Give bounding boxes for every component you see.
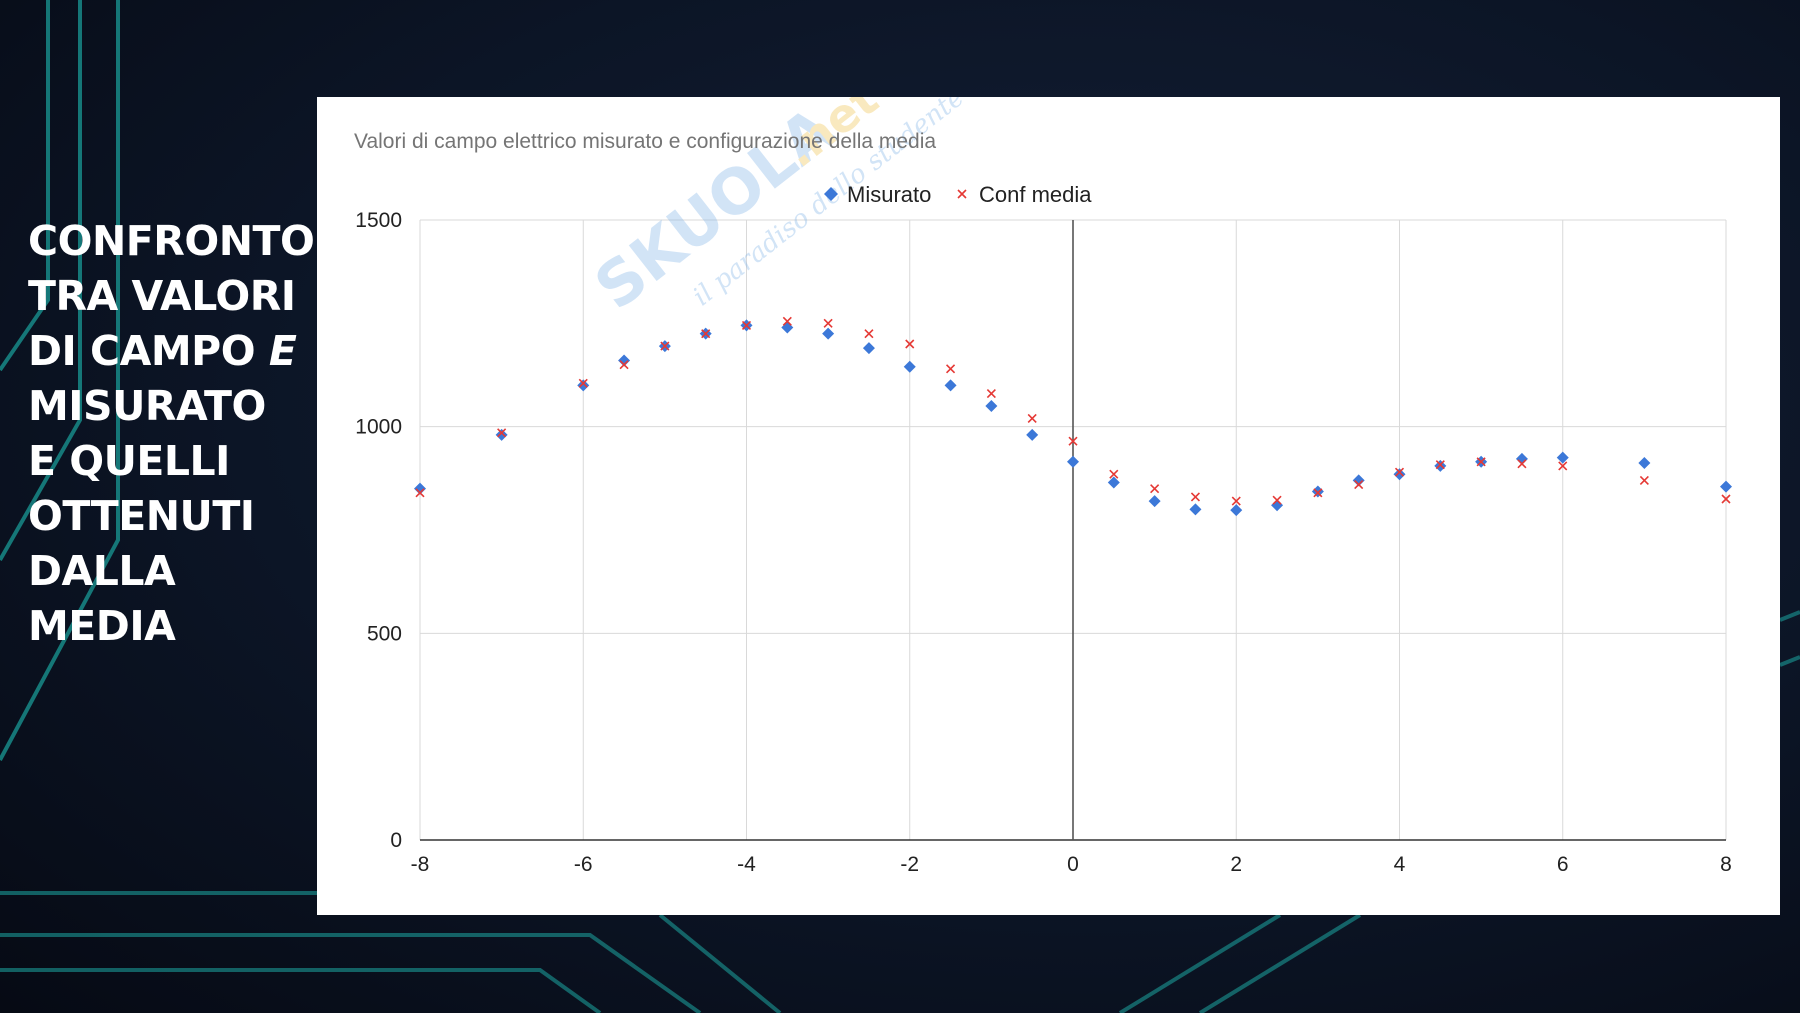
x-tick-label: 6: [1557, 853, 1569, 876]
scatter-chart: SKUOLA .net il paradiso dello studente 0…: [354, 97, 1732, 876]
conf-media-point: [1027, 413, 1037, 423]
conf-media-point: [1435, 460, 1445, 470]
conf-media-point: [701, 329, 711, 339]
x-tick-label: 2: [1230, 853, 1242, 876]
x-tick-label: -8: [411, 853, 430, 876]
misurato-point: [862, 342, 875, 355]
decor-line: [1198, 913, 1362, 1013]
slide-title-line: DI CAMPO E: [28, 327, 297, 375]
conf-media-point: [619, 360, 629, 370]
x-tick-label: 0: [1067, 853, 1079, 876]
slide-title-line: MISURATO: [28, 382, 266, 430]
slide-title-line: CONFRONTO: [28, 217, 315, 265]
slide-title-line: DALLA: [28, 547, 176, 595]
y-tick-label: 1500: [355, 209, 402, 232]
legend-cross: [957, 189, 967, 199]
slide-title-line: TRA VALORI: [28, 272, 296, 320]
decor-line: [0, 0, 50, 372]
decor-line: [658, 913, 782, 1013]
decor-line: [1779, 610, 1800, 622]
x-tick-label: -2: [900, 853, 919, 876]
slide-title: CONFRONTO TRA VALORI DI CAMPO E MISURATO…: [28, 214, 318, 654]
conf-media-point: [415, 488, 425, 498]
misurato-point: [1067, 455, 1079, 468]
conf-media-point: [1721, 494, 1731, 504]
decor-line: [1118, 913, 1282, 1013]
chart-title: Valori di campo elettrico misurato e con…: [354, 130, 936, 153]
misurato-point: [1148, 495, 1161, 508]
misurato-point: [822, 327, 835, 340]
misurato-point: [1393, 468, 1406, 481]
conf-media-point: [945, 364, 956, 374]
conf-media-point: [578, 378, 588, 388]
conf-media-point: [1558, 461, 1568, 471]
slide-title-line: OTTENUTI: [28, 492, 255, 540]
x-tick-label: -6: [574, 853, 593, 876]
conf-media-point: [1354, 479, 1364, 490]
conf-media-point: [660, 341, 670, 351]
decor-line: [0, 933, 702, 1013]
legend-label-misurato: Misurato: [847, 182, 931, 207]
misurato-point: [1720, 480, 1732, 493]
misurato-point: [577, 379, 590, 392]
y-tick-label: 500: [367, 622, 402, 645]
legend-marker-conf-media: [957, 189, 967, 199]
misurato-point: [1230, 504, 1243, 517]
chart-card: SKUOLA .net il paradiso dello studente 0…: [317, 97, 1780, 915]
data-points: [414, 316, 1732, 517]
slide-title-line: MEDIA: [28, 602, 176, 650]
chart-legend: Misurato Conf media: [824, 182, 1092, 207]
conf-media-point: [1639, 475, 1649, 485]
slide-title-emphasis: E: [268, 327, 297, 375]
misurato-point: [1638, 457, 1651, 470]
decor-line: [0, 0, 82, 561]
x-tick-label: 8: [1720, 853, 1732, 876]
conf-media-point: [986, 389, 996, 399]
decor-line: [1779, 655, 1800, 667]
misurato-point: [1311, 485, 1324, 498]
conf-media-point: [905, 339, 915, 349]
conf-media-point: [1272, 495, 1282, 505]
misurato-point: [1107, 476, 1120, 489]
conf-media-point: [1476, 457, 1486, 467]
conf-media-point: [823, 318, 833, 328]
y-tick-label: 0: [390, 829, 402, 852]
axes: [420, 220, 1726, 841]
misurato-point: [1352, 474, 1365, 487]
decor-line: [0, 0, 120, 761]
conf-media-point: [1109, 469, 1119, 479]
conf-media-point: [1231, 496, 1241, 506]
conf-media-point: [1150, 484, 1160, 494]
conf-media-point: [1068, 436, 1078, 446]
conf-media-point: [741, 320, 752, 330]
misurato-point: [414, 482, 426, 495]
x-tick-label: 4: [1394, 853, 1406, 876]
conf-media-point: [864, 329, 874, 339]
misurato-point: [1026, 428, 1039, 441]
misurato-point: [618, 354, 631, 367]
conf-media-point: [497, 428, 507, 438]
legend-label-conf-media: Conf media: [979, 182, 1092, 207]
misurato-point: [1434, 459, 1447, 472]
conf-media-point: [1517, 459, 1527, 469]
legend-marker-misurato: [824, 187, 838, 201]
misurato-point: [781, 321, 794, 334]
conf-media-point: [1394, 467, 1405, 477]
misurato-point: [1556, 451, 1569, 464]
tick-labels: 0 500 1000 1500 -8 -6 -4 -2 0 2 4 6 8: [355, 209, 1732, 876]
misurato-point: [1189, 503, 1202, 516]
decor-line: [0, 968, 602, 1013]
slide-title-line: E QUELLI: [28, 437, 230, 485]
conf-media-point: [1190, 492, 1201, 502]
y-tick-label: 1000: [355, 416, 402, 439]
x-tick-label: -4: [737, 853, 756, 876]
conf-media-point: [1313, 488, 1323, 498]
misurato-point: [903, 360, 916, 373]
misurato-point: [985, 400, 998, 412]
misurato-point: [495, 428, 508, 441]
conf-media-point: [782, 316, 792, 326]
misurato-point: [944, 379, 957, 392]
